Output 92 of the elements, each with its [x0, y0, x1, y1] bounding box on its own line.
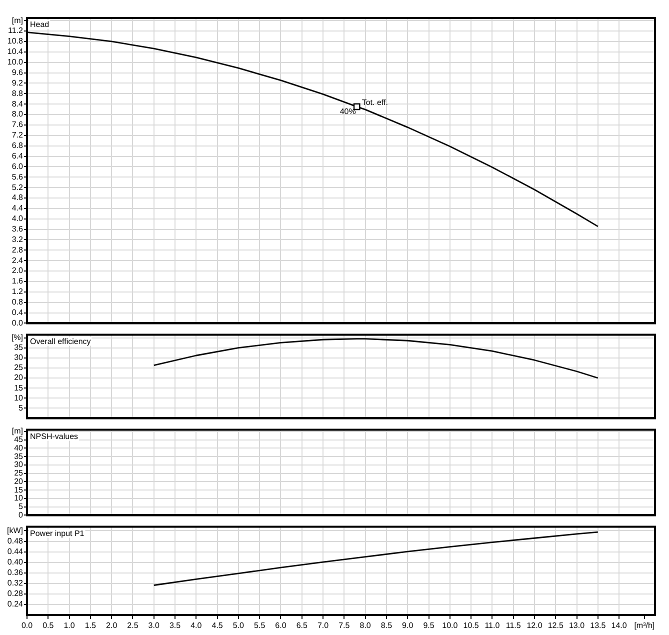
chart-title: Head — [30, 20, 50, 30]
chart-title: NPSH-values — [30, 432, 78, 442]
y-tick-label: 0.40 — [7, 558, 24, 567]
y-tick-label: 25 — [14, 468, 24, 478]
y-tick-label: 30 — [14, 460, 24, 470]
x-tick-label: 8.0 — [360, 621, 372, 630]
x-tick-label: [m³/h] — [634, 621, 655, 630]
y-tick-label: 15 — [14, 485, 24, 494]
x-tick-label: 9.0 — [402, 621, 414, 630]
y-tick-label: 0.36 — [7, 568, 24, 578]
y-tick-label: 6.8 — [12, 141, 24, 150]
chart-title: Power input P1 — [30, 529, 85, 538]
x-tick-label: 2.0 — [106, 621, 118, 630]
x-tick-label: 3.5 — [169, 621, 182, 630]
x-tick-label: 2.5 — [127, 621, 139, 630]
y-tick-label: 10.4 — [7, 47, 24, 56]
x-tick-label: 5.0 — [232, 621, 245, 630]
y-tick-label: 5.6 — [12, 172, 24, 182]
x-tick-label: 3.0 — [148, 621, 160, 630]
y-tick-label: 0.28 — [7, 589, 24, 598]
y-tick-label: 0.32 — [7, 578, 24, 588]
y-tick-label: 4.8 — [12, 193, 24, 202]
x-tick-label: 9.5 — [423, 621, 435, 630]
x-tick-label: 6.5 — [296, 621, 308, 630]
y-tick-label: 2.4 — [12, 256, 24, 265]
y-tick-label: 0.24 — [7, 600, 24, 609]
y-tick-label: 5.2 — [12, 182, 24, 192]
y-tick-label: [m] — [12, 426, 23, 436]
x-tick-label: 4.5 — [212, 621, 224, 630]
y-tick-label: 0 — [18, 510, 24, 520]
y-tick-label: 7.2 — [12, 130, 24, 140]
x-tick-label: 5.5 — [254, 621, 266, 630]
y-tick-label: 40 — [14, 443, 24, 452]
x-tick-label: 7.5 — [338, 621, 350, 630]
y-tick-label: 10 — [14, 494, 24, 503]
y-tick-label: 20 — [14, 373, 24, 382]
x-tick-label: 4.0 — [190, 621, 202, 630]
y-tick-label: 8.4 — [12, 99, 24, 108]
y-tick-label: 7.6 — [12, 120, 24, 130]
y-tick-label: 0.0 — [12, 318, 24, 328]
y-tick-label: 2.0 — [12, 266, 24, 276]
y-tick-label: 6.0 — [12, 162, 24, 171]
y-tick-label: 10 — [14, 393, 24, 402]
x-tick-label: 6.0 — [275, 621, 287, 630]
annotation: Tot. eff. — [362, 98, 388, 107]
y-tick-label: 0.44 — [7, 547, 24, 556]
y-tick-label: 3.6 — [12, 224, 24, 234]
y-tick-label: 6.4 — [12, 151, 24, 160]
y-tick-label: 45 — [14, 435, 24, 444]
y-tick-label: 10.8 — [7, 36, 24, 46]
y-tick-label: 5 — [18, 403, 24, 412]
annotation: 40% — [340, 106, 356, 116]
y-tick-label: 9.6 — [12, 68, 24, 77]
x-tick-label: 10.0 — [442, 621, 458, 630]
y-tick-label: 9.2 — [12, 78, 24, 88]
y-tick-label: 35 — [14, 452, 24, 461]
x-tick-label: 12.0 — [526, 621, 543, 630]
chart-title: Overall efficiency — [30, 337, 91, 346]
x-tick-label: 14.0 — [611, 621, 628, 630]
y-tick-label: 8.0 — [12, 110, 24, 119]
y-tick-label: 8.8 — [12, 88, 24, 98]
y-tick-label: [%] — [11, 333, 23, 342]
y-tick-label: 5 — [18, 502, 24, 512]
x-tick-label: 13.0 — [568, 621, 586, 630]
y-tick-label: 35 — [14, 343, 24, 352]
y-tick-label: 0.8 — [12, 298, 24, 307]
x-tick-label: 1.0 — [64, 621, 76, 630]
y-tick-label: 4.0 — [12, 214, 24, 224]
x-tick-label: 0.5 — [42, 621, 54, 630]
y-tick-label: [kW] — [7, 526, 23, 535]
y-tick-label: 11.2 — [8, 26, 24, 36]
y-tick-label: 15 — [14, 383, 24, 392]
x-tick-label: 12.5 — [548, 621, 564, 630]
y-tick-label: 25 — [14, 363, 24, 372]
y-tick-label: 3.2 — [12, 234, 24, 244]
y-tick-label: 4.4 — [12, 204, 24, 213]
y-tick-label: 2.8 — [12, 245, 24, 254]
x-tick-label: 7.0 — [317, 621, 330, 630]
y-tick-label: 0.4 — [12, 308, 24, 317]
x-tick-label: 8.5 — [380, 621, 393, 630]
y-tick-label: 1.6 — [12, 276, 24, 286]
y-tick-label: 20 — [14, 476, 24, 486]
y-tick-label: 30 — [14, 353, 24, 362]
y-tick-label: 1.2 — [12, 287, 24, 296]
x-tick-label: 11.0 — [484, 621, 500, 630]
x-tick-label: 10.5 — [463, 621, 480, 630]
x-tick-label: 1.5 — [84, 621, 97, 630]
y-tick-label: 0.48 — [7, 536, 24, 546]
x-tick-label: 13.5 — [590, 621, 606, 630]
y-tick-label: 10.0 — [7, 58, 24, 67]
y-tick-label: [m] — [12, 16, 23, 25]
x-tick-label: 11.5 — [506, 621, 522, 630]
